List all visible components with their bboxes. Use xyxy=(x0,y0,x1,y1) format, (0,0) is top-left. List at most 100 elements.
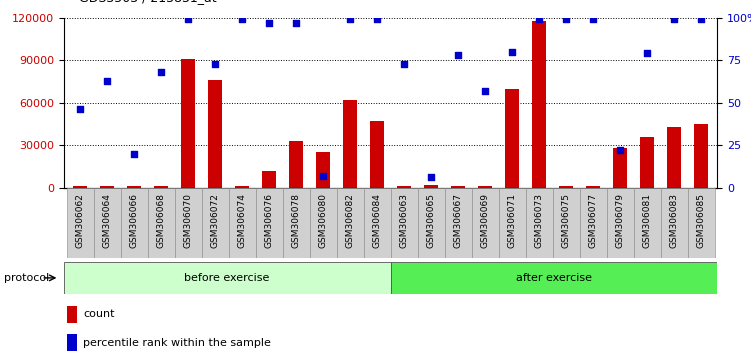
Bar xyxy=(120,188,147,258)
Bar xyxy=(363,188,391,258)
Point xyxy=(74,107,86,112)
Bar xyxy=(418,188,445,258)
Text: GSM306084: GSM306084 xyxy=(372,193,382,248)
Bar xyxy=(67,188,94,258)
Bar xyxy=(451,186,465,188)
Point xyxy=(614,147,626,153)
Point xyxy=(290,20,302,25)
Text: GSM306082: GSM306082 xyxy=(345,193,354,248)
Text: GSM306065: GSM306065 xyxy=(427,193,436,248)
Point xyxy=(263,20,275,25)
Text: percentile rank within the sample: percentile rank within the sample xyxy=(83,338,271,348)
Point xyxy=(479,88,491,93)
Bar xyxy=(282,188,309,258)
Bar xyxy=(309,188,336,258)
Bar xyxy=(391,262,717,294)
Point xyxy=(695,17,707,22)
Bar xyxy=(424,185,438,188)
Point xyxy=(425,175,437,180)
Bar xyxy=(289,141,303,188)
Text: GSM306070: GSM306070 xyxy=(183,193,192,248)
Text: GSM306085: GSM306085 xyxy=(696,193,705,248)
Bar xyxy=(587,186,600,188)
Bar xyxy=(532,21,546,188)
Bar xyxy=(147,188,174,258)
Point xyxy=(533,17,545,22)
Point xyxy=(209,61,221,67)
Bar xyxy=(64,262,391,294)
Bar xyxy=(262,171,276,188)
Bar xyxy=(74,187,87,188)
Text: count: count xyxy=(83,309,115,319)
Bar xyxy=(154,186,167,188)
Bar xyxy=(94,188,120,258)
Point xyxy=(236,17,248,22)
Bar xyxy=(255,188,282,258)
Text: GSM306063: GSM306063 xyxy=(400,193,409,248)
Bar xyxy=(499,188,526,258)
Bar xyxy=(445,188,472,258)
Bar xyxy=(101,186,114,188)
Text: GSM306074: GSM306074 xyxy=(237,193,246,248)
Bar xyxy=(641,137,654,188)
Bar xyxy=(478,186,492,188)
Bar xyxy=(174,188,201,258)
Text: after exercise: after exercise xyxy=(516,273,592,283)
Text: GSM306073: GSM306073 xyxy=(535,193,544,248)
Point xyxy=(344,17,356,22)
Bar xyxy=(67,306,77,323)
Bar xyxy=(472,188,499,258)
Text: GSM306067: GSM306067 xyxy=(454,193,463,248)
Bar xyxy=(559,186,573,188)
Text: GSM306066: GSM306066 xyxy=(129,193,138,248)
Bar xyxy=(694,124,707,188)
Bar xyxy=(201,188,228,258)
Bar xyxy=(661,188,687,258)
Text: GSM306080: GSM306080 xyxy=(318,193,327,248)
Point xyxy=(101,78,113,84)
Text: GSM306071: GSM306071 xyxy=(508,193,517,248)
Bar xyxy=(228,188,255,258)
Bar xyxy=(687,188,714,258)
Point xyxy=(155,69,167,75)
Bar xyxy=(127,186,140,188)
Point xyxy=(317,173,329,178)
Text: GSM306072: GSM306072 xyxy=(210,193,219,248)
Text: GSM306062: GSM306062 xyxy=(76,193,85,248)
Bar xyxy=(391,188,418,258)
Bar xyxy=(235,186,249,188)
Point xyxy=(668,17,680,22)
Text: GSM306075: GSM306075 xyxy=(562,193,571,248)
Bar xyxy=(607,188,634,258)
Bar xyxy=(667,127,680,188)
Text: GSM306069: GSM306069 xyxy=(481,193,490,248)
Text: before exercise: before exercise xyxy=(185,273,270,283)
Bar xyxy=(505,88,519,188)
Point xyxy=(641,51,653,56)
Bar xyxy=(397,187,411,188)
Text: GSM306079: GSM306079 xyxy=(616,193,625,248)
Point xyxy=(398,61,410,67)
Text: GSM306068: GSM306068 xyxy=(156,193,165,248)
Text: GSM306081: GSM306081 xyxy=(643,193,652,248)
Point xyxy=(182,17,194,22)
Text: GSM306078: GSM306078 xyxy=(291,193,300,248)
Bar xyxy=(181,59,195,188)
Bar xyxy=(614,148,627,188)
Text: GDS3503 / 213831_at: GDS3503 / 213831_at xyxy=(79,0,216,4)
Bar xyxy=(336,188,363,258)
Text: GSM306064: GSM306064 xyxy=(103,193,112,248)
Bar xyxy=(634,188,661,258)
Point xyxy=(452,52,464,58)
Text: protocol: protocol xyxy=(4,273,49,283)
Point xyxy=(371,17,383,22)
Point xyxy=(506,49,518,55)
Bar xyxy=(580,188,607,258)
Bar xyxy=(208,80,222,188)
Text: GSM306076: GSM306076 xyxy=(264,193,273,248)
Bar xyxy=(553,188,580,258)
Bar xyxy=(316,152,330,188)
Text: GSM306083: GSM306083 xyxy=(669,193,678,248)
Point xyxy=(128,151,140,156)
Bar xyxy=(526,188,553,258)
